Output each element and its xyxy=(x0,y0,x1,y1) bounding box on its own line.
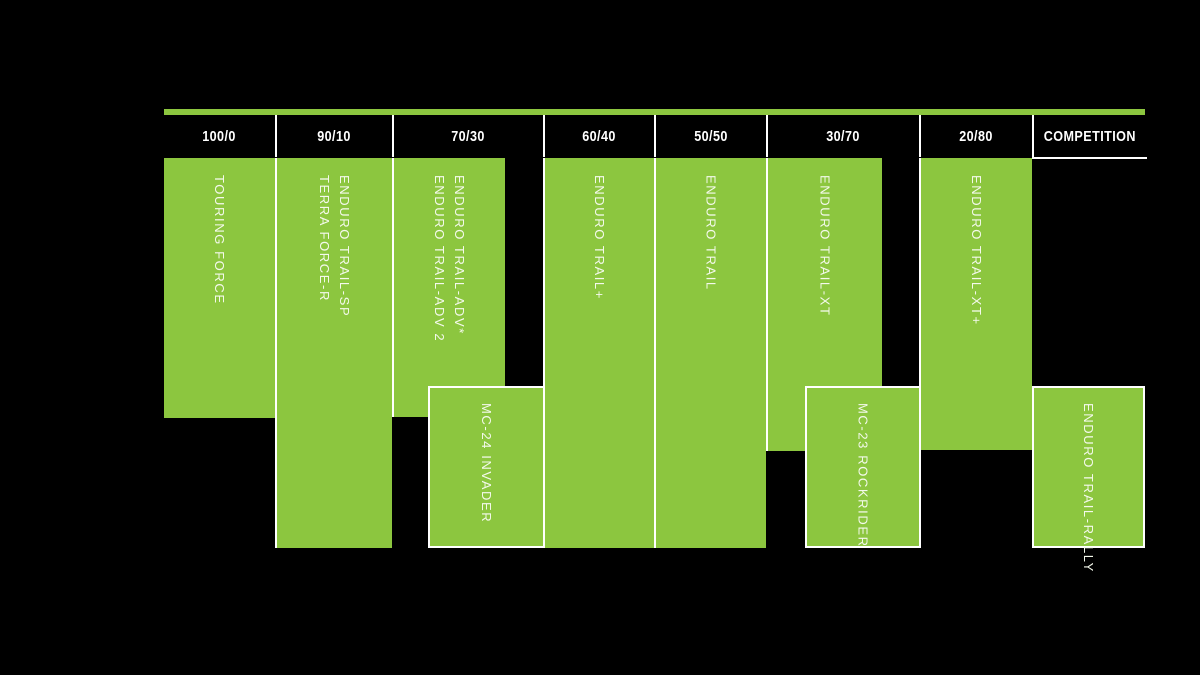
header-cell-50-50: 50/50 xyxy=(654,115,766,157)
header-label: 100/0 xyxy=(202,127,237,145)
bar-label-line: TERRA FORCE-R xyxy=(317,175,332,302)
header-label: 20/80 xyxy=(959,127,994,145)
header-cell-20-80: 20/80 xyxy=(919,115,1032,157)
bar-label-line: ENDURO TRAIL+ xyxy=(592,175,607,300)
bar-label-line: TOURING FORCE xyxy=(212,175,227,305)
bar-mc-23-rockrider: MC-23 ROCKRIDER xyxy=(805,386,921,548)
bar-label-line: ENDURO TRAIL-SP xyxy=(337,175,352,318)
header-cell-60-40: 60/40 xyxy=(543,115,654,157)
header-label: COMPETITION xyxy=(1043,127,1136,145)
header-cell-30-70: 30/70 xyxy=(766,115,919,157)
header-cell-100-0: 100/0 xyxy=(164,115,275,157)
bar-label-line: ENDURO TRAIL-XT xyxy=(817,175,833,317)
bar-enduro-trail-adv-2-enduro-trail-adv: ENDURO TRAIL-ADV 2 ENDURO TRAIL-ADV* xyxy=(392,158,505,417)
bar-label-line: ENDURO TRAIL-XT+ xyxy=(969,175,984,326)
bar-enduro-trail: ENDURO TRAIL+ xyxy=(543,158,654,548)
bar-label-line: ENDURO TRAIL-ADV* xyxy=(452,175,467,335)
header-top-line xyxy=(164,109,1145,115)
bar-label-line: ENDURO TRAIL xyxy=(703,175,719,291)
bar-label-line: MC-23 ROCKRIDER xyxy=(855,403,871,548)
bar-enduro-trail-xt: ENDURO TRAIL-XT+ xyxy=(919,158,1032,450)
bar-enduro-trail-rally: ENDURO TRAIL-RALLY xyxy=(1032,386,1145,573)
bar-label-line: ENDURO TRAIL-RALLY xyxy=(1081,403,1096,573)
competition-underline xyxy=(1032,157,1147,159)
bar-label-line: MC-24 INVADER xyxy=(479,403,494,524)
bar-enduro-trail: ENDURO TRAIL xyxy=(654,158,766,548)
bar-mc-24-invader: MC-24 INVADER xyxy=(428,386,545,548)
header-label: 30/70 xyxy=(826,127,861,145)
header-cell-90-10: 90/10 xyxy=(275,115,392,157)
header-label: 70/30 xyxy=(451,127,486,145)
header-cell-70-30: 70/30 xyxy=(392,115,543,157)
header-cell-competition: COMPETITION xyxy=(1032,115,1145,157)
header-label: 60/40 xyxy=(582,127,617,145)
bar-label-line: ENDURO TRAIL-ADV 2 xyxy=(432,175,447,343)
bar-touring-force: TOURING FORCE xyxy=(164,158,275,418)
header-label: 90/10 xyxy=(317,127,352,145)
header-label: 50/50 xyxy=(694,127,728,145)
bar-terra-force-r-enduro-trail-sp: TERRA FORCE-R ENDURO TRAIL-SP xyxy=(275,158,392,548)
